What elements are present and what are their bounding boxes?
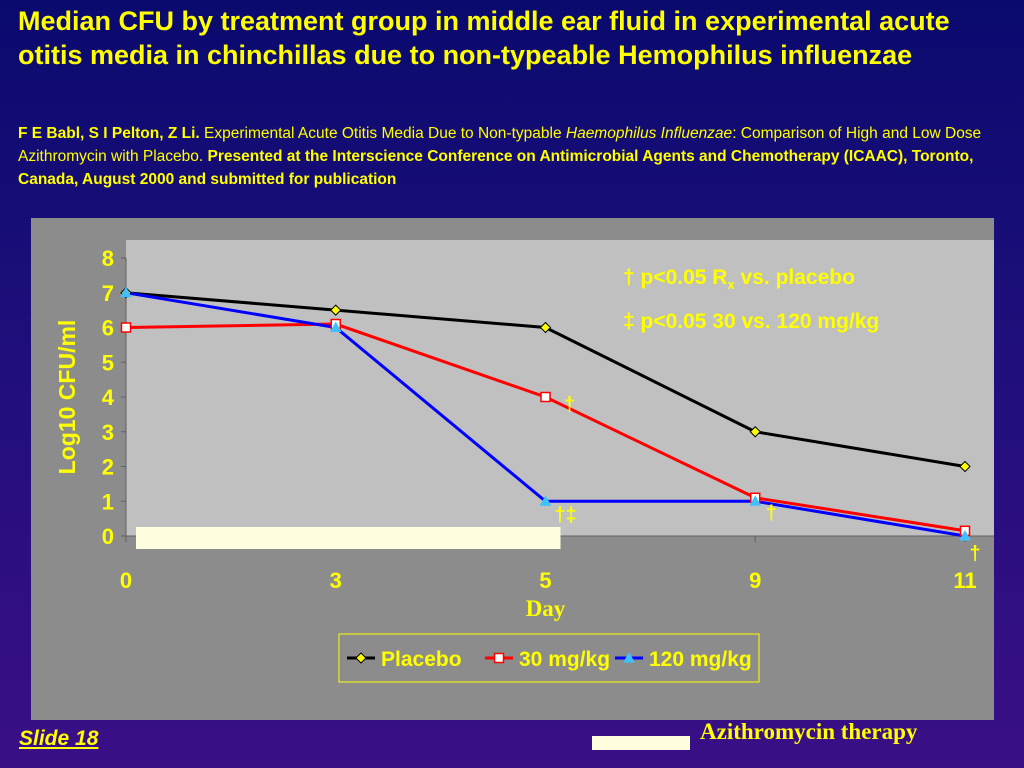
legend-label: 30 mg/kg [519,648,610,671]
significance-mark: †‡ [554,504,576,526]
annotation-line1-b: vs. placebo [735,266,855,289]
y-tick-label: 2 [102,455,114,480]
therapy-legend-swatch [592,736,690,750]
therapy-period-bar [136,527,561,549]
annotation-line1-sub: x [727,277,735,292]
data-point-120-mg-kg [959,529,971,541]
data-point-30-mg-kg [120,322,132,333]
slide-title: Median CFU by treatment group in middle … [18,6,950,70]
data-point-placebo [539,321,552,334]
x-axis-label: Day [526,596,566,621]
y-tick-label: 7 [102,281,114,306]
x-tick-label: 9 [749,568,761,593]
x-tick-label: 11 [953,568,976,593]
therapy-legend-label: Azithromycin therapy [700,719,918,744]
chart-legend: Placebo 30 mg/kg 120 mg/kg [338,633,760,683]
data-point-120-mg-kg [329,321,342,332]
y-tick-label: 6 [102,316,114,341]
data-point-placebo [330,304,342,316]
plot-area [126,240,994,536]
legend-marker [493,652,505,664]
slide-number-label: Slide 18 [19,727,99,750]
data-point-120-mg-kg [120,286,132,298]
data-point-30-mg-kg [540,391,551,403]
y-tick-label: 0 [102,524,114,549]
y-tick-label: 3 [102,420,114,445]
legend-label: 120 mg/kg [649,648,752,671]
y-tick-label: 5 [102,350,114,375]
x-tick-label: 5 [539,568,551,593]
significance-mark: † [564,394,575,416]
x-tick-label: 3 [330,568,342,593]
legend-marker [355,652,367,664]
citation-study-title-italic: Haemophilus Influenzae [565,125,733,142]
citation-authors: F E Babl, S I Pelton, Z Li. [18,125,200,142]
data-point-120-mg-kg [749,495,762,506]
data-point-placebo [959,460,971,473]
legend-marker [623,651,635,663]
y-tick-label: 4 [102,385,115,410]
data-point-placebo [749,426,761,438]
y-tick-label: 8 [102,246,114,271]
legend-label: Placebo [381,648,462,671]
annotation-line1-a: † p<0.05 R [623,266,727,289]
annotation-dose-significance: ‡ p<0.05 30 vs. 120 mg/kg [623,310,879,333]
significance-mark: † [969,543,980,565]
legend-box [338,633,760,683]
data-point-120-mg-kg [539,495,552,506]
x-tick-label: 0 [120,568,132,593]
chart-panel: 0 1 2 3 4 5 6 7 8 0 3 5 9 11 † †‡ † † Log10 CFU/ml Day †… [31,218,994,720]
citation-presented: Presented at the Interscience Conference… [18,148,974,188]
citation: F E Babl, S I Pelton, Z Li. Experimental… [18,122,1008,191]
annotation-placebo-significance: † p<0.05 Rx vs. placebo [623,266,855,292]
significance-mark: † [766,502,777,524]
y-tick-label: 1 [102,489,114,514]
citation-study-title-a: Experimental Acute Otitis Media Due to N… [199,125,566,142]
y-axis-label: Log10 CFU/ml [54,320,80,475]
citation-study-title-b: : Comparison of High and Low Dose Azithr… [18,125,982,165]
line-chart: 0 1 2 3 4 5 6 7 8 0 3 5 9 11 † †‡ † † Log10 CFU/ml Day †… [54,240,994,683]
